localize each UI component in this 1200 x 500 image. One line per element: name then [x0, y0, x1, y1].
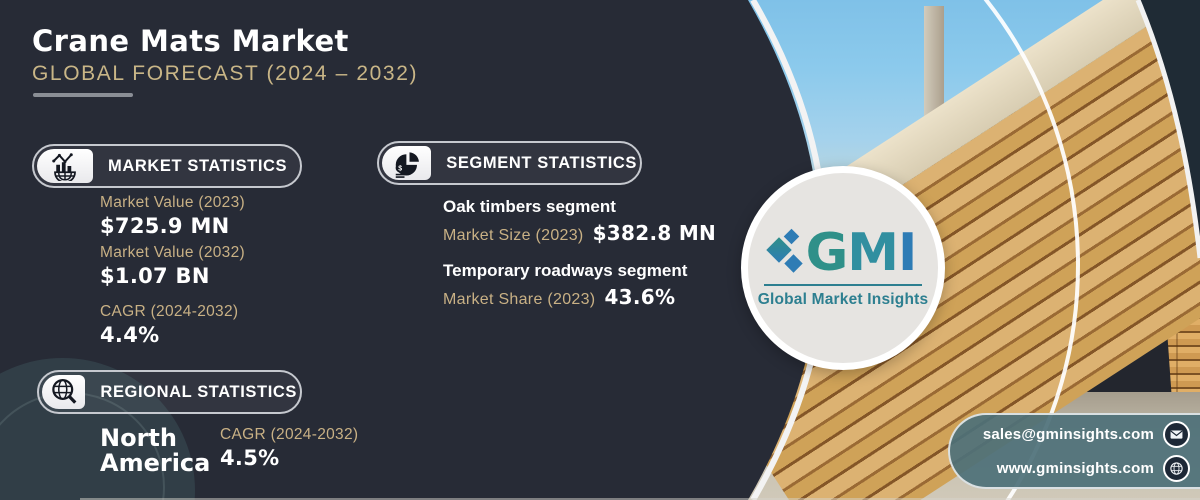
globe-icon	[1163, 454, 1190, 482]
page-title: Crane Mats Market	[32, 24, 349, 58]
gmi-logo: GMI	[765, 227, 918, 279]
globe-magnifier-icon	[42, 375, 86, 409]
stat-row: Market Size (2023) $382.8 MN	[443, 221, 716, 245]
stat-value: 43.6%	[604, 285, 676, 309]
stat-row: CAGR (2024-2032) 4.5%	[220, 426, 358, 470]
stat-label: Market Size (2023)	[443, 227, 584, 244]
segment-statistics-badge: $ SEGMENT STATISTICS	[377, 141, 642, 185]
pie-chart-dollar-icon: $	[382, 146, 432, 180]
segment-heading: Oak timbers segment	[443, 197, 616, 216]
segment-group: Temporary roadways segment Market Share …	[443, 261, 716, 309]
logo-tagline: Global Market Insights	[757, 291, 929, 308]
stat-label: CAGR (2024-2032)	[220, 426, 359, 443]
stat-label: Market Share (2023)	[443, 291, 596, 308]
gmi-logo-badge: GMI Global Market Insights	[741, 166, 945, 370]
email-link[interactable]: sales@gminsights.com	[950, 420, 1190, 448]
title-underline	[33, 93, 133, 97]
stat-row: CAGR (2024-2032) 4.4%	[100, 303, 245, 347]
market-statistics-badge: MARKET STATISTICS	[32, 144, 302, 188]
market-statistics-title: MARKET STATISTICS	[108, 156, 288, 175]
email-text: sales@gminsights.com	[982, 425, 1154, 443]
envelope-icon	[1163, 420, 1190, 448]
stat-label: CAGR (2024-2032)	[100, 303, 239, 320]
segment-statistics-title: SEGMENT STATISTICS	[446, 153, 637, 172]
stat-label: Market Value (2023)	[100, 194, 245, 211]
contact-panel: sales@gminsights.com www.gminsights.com	[948, 413, 1200, 489]
segment-heading: Temporary roadways segment	[443, 261, 688, 280]
logo-letter: I	[898, 223, 917, 283]
logo-letter: G	[805, 223, 849, 283]
stat-value: $1.07 BN	[100, 264, 210, 288]
segment-group: Oak timbers segment Market Size (2023) $…	[443, 197, 716, 245]
market-stats-list: Market Value (2023) $725.9 MN Market Val…	[100, 194, 245, 353]
corner-wedge-edge	[1135, 0, 1200, 259]
stat-value: $725.9 MN	[100, 214, 230, 238]
dark-panel	[0, 0, 820, 500]
stat-value: $382.8 MN	[592, 221, 717, 245]
corner-wedge	[1138, 0, 1200, 258]
gmi-diamonds-icon	[765, 228, 804, 277]
stat-row: Market Value (2023) $725.9 MN	[100, 194, 245, 238]
regional-statistics-title: REGIONAL STATISTICS	[100, 382, 297, 401]
svg-text:$: $	[398, 166, 402, 173]
regional-stats: North America CAGR (2024-2032) 4.5%	[100, 424, 358, 478]
stat-value: 4.4%	[100, 323, 160, 347]
globe-bar-chart-icon	[37, 149, 93, 183]
stat-label: Market Value (2032)	[100, 244, 245, 261]
segment-stats-list: Oak timbers segment Market Size (2023) $…	[443, 197, 716, 325]
stat-value: 4.5%	[220, 446, 280, 470]
region-name: North America	[100, 424, 211, 478]
gmi-wordmark: GMI	[806, 227, 918, 279]
page-subtitle: GLOBAL FORECAST (2024 – 2032)	[32, 62, 419, 85]
website-text: www.gminsights.com	[996, 459, 1154, 477]
stat-row: Market Value (2032) $1.07 BN	[100, 244, 245, 288]
bottom-edge-line	[80, 498, 1200, 500]
regional-statistics-badge: REGIONAL STATISTICS	[37, 370, 302, 414]
logo-letter: M	[847, 223, 899, 283]
logo-divider	[764, 284, 922, 286]
website-link[interactable]: www.gminsights.com	[950, 454, 1190, 482]
stat-row: Market Share (2023) 43.6%	[443, 285, 716, 309]
